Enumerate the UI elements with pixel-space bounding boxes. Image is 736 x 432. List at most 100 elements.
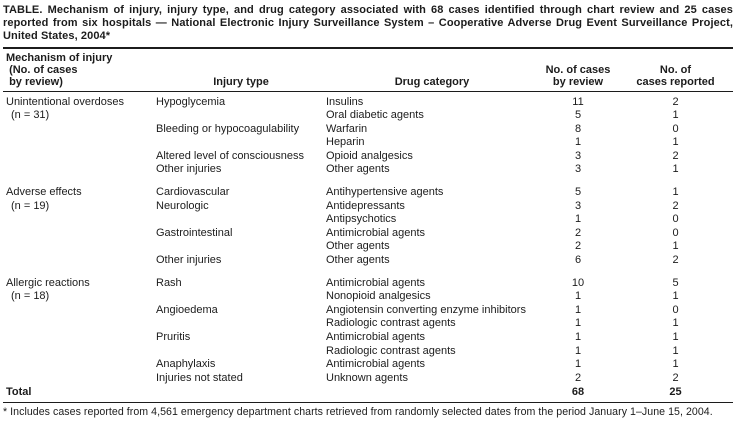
cell-cases-by-review: 2	[574, 371, 582, 384]
cell-injury-type: Cardiovascular	[156, 186, 230, 199]
col-header-injury-type: Injury type	[213, 76, 269, 89]
cell-cases-by-review: 2	[574, 240, 582, 253]
cell-cases-reported: 0	[672, 213, 679, 226]
cell-cases-by-review: 2	[574, 226, 582, 239]
cell-cases-by-review: 6	[574, 254, 582, 267]
table-row: Antipsychotics 1 0	[3, 213, 733, 227]
table-row: Other agents 2 1	[3, 240, 733, 254]
cell-cases-by-review: 1	[574, 344, 582, 357]
cell-cases-by-review: 1	[574, 358, 582, 371]
cell-cases-reported: 2	[672, 254, 679, 267]
cell-cases-reported: 1	[672, 109, 679, 122]
cell-mechanism	[6, 163, 156, 177]
cell-cases-by-review: 3	[574, 199, 582, 212]
cell-cases-reported: 1	[672, 344, 679, 357]
cell-cases-by-review: 3	[574, 149, 582, 162]
cell-cases-reported: 5	[672, 276, 679, 289]
table-row: Injuries not stated Unknown agents 2 2	[3, 372, 733, 386]
cell-injury-type: Other injuries	[156, 163, 222, 176]
table-row: Gastrointestinal Antimicrobial agents 2 …	[3, 227, 733, 241]
cell-drug-category: Antimicrobial agents	[326, 276, 426, 289]
table-row: Heparin 1 1	[3, 136, 733, 150]
cell-injury-type: Injuries not stated	[156, 371, 243, 384]
title-rule	[3, 46, 733, 49]
cell-cases-by-review: 1	[574, 290, 582, 303]
cell-injury-type	[156, 136, 326, 150]
table-row: Unintentional overdoses Hypoglycemia Ins…	[3, 96, 733, 110]
cell-cases-reported: 1	[672, 331, 679, 343]
cell-cases-by-review: 11	[572, 95, 584, 108]
table-row: Adverse effects Cardiovascular Antihyper…	[3, 186, 733, 200]
total-cases-reported: 25	[669, 386, 682, 399]
table-row: Allergic reactions Rash Antimicrobial ag…	[3, 277, 733, 291]
total-spacer-injury-type	[156, 386, 326, 400]
cell-cases-by-review: 5	[574, 109, 582, 122]
cell-cases-by-review: 10	[571, 276, 585, 289]
cell-cases-by-review: 5	[574, 186, 582, 199]
cell-injury-type	[156, 109, 326, 123]
cell-cases-reported: 0	[672, 122, 679, 135]
cell-injury-type: Anaphylaxis	[156, 358, 216, 371]
table-row: Anaphylaxis Antimicrobial agents 1 1	[3, 358, 733, 372]
cell-drug-category: Antidepressants	[326, 199, 405, 212]
table-body: Unintentional overdoses Hypoglycemia Ins…	[3, 92, 733, 386]
cell-mechanism	[6, 372, 156, 386]
cell-injury-type	[156, 213, 326, 227]
cell-drug-category: Antimicrobial agents	[326, 226, 426, 239]
cell-cases-by-review: 8	[574, 122, 582, 135]
cell-injury-type	[156, 290, 326, 304]
table-row: Other injuries Other agents 6 2	[3, 254, 733, 268]
table-row: Radiologic contrast agents 1 1	[3, 345, 733, 359]
cell-injury-type	[156, 240, 326, 254]
cell-drug-category: Antipsychotics	[326, 213, 397, 226]
cell-mechanism	[6, 240, 156, 254]
table-row: (n = 18) Nonopioid analgesics 1 1	[3, 290, 733, 304]
cell-cases-reported: 2	[672, 371, 679, 384]
cell-mechanism	[6, 304, 156, 318]
cell-mechanism	[6, 254, 156, 268]
cell-mechanism	[6, 227, 156, 241]
column-header-row: Mechanism of injury (No. of cases by rev…	[3, 49, 733, 91]
cell-drug-category: Other agents	[326, 163, 390, 176]
bottom-rule	[3, 401, 733, 403]
table-row: (n = 31) Oral diabetic agents 5 1	[3, 109, 733, 123]
cell-cases-reported: 1	[672, 163, 679, 176]
cell-injury-type: Other injuries	[156, 254, 222, 267]
total-cases-by-review: 68	[571, 386, 585, 399]
cell-cases-reported: 0	[672, 226, 679, 239]
cell-injury-type: Altered level of consciousness	[156, 149, 304, 162]
cell-mechanism	[6, 317, 156, 331]
cell-injury-type: Angioedema	[156, 303, 218, 316]
cell-drug-category: Nonopioid analgesics	[326, 290, 431, 303]
cell-mechanism: (n = 31)	[11, 109, 50, 122]
cell-mechanism	[6, 345, 156, 359]
cell-cases-by-review: 1	[574, 303, 582, 316]
cell-injury-type: Gastrointestinal	[156, 226, 233, 239]
cell-drug-category: Other agents	[326, 254, 390, 267]
cell-drug-category: Unknown agents	[326, 371, 408, 384]
cell-injury-type	[156, 317, 326, 331]
table-row: Bleeding or hypocoagulability Warfarin 8…	[3, 123, 733, 137]
table-row: (n = 19) Neurologic Antidepressants 3 2	[3, 200, 733, 214]
col-header-cases-by-review: No. of cases by review	[545, 63, 611, 89]
cell-cases-by-review: 3	[574, 163, 582, 176]
cell-cases-reported: 1	[672, 358, 679, 371]
cell-injury-type: Hypoglycemia	[156, 95, 226, 108]
cell-drug-category: Oral diabetic agents	[326, 109, 424, 122]
cell-cases-reported: 1	[672, 317, 679, 330]
cell-injury-type: Rash	[156, 276, 182, 289]
cell-drug-category: Antihypertensive agents	[326, 186, 444, 199]
total-spacer-drug-category	[326, 386, 538, 400]
total-label: Total	[6, 386, 32, 399]
col-header-drug-category: Drug category	[394, 76, 470, 89]
table-row: Pruritis Antimicrobial agents 1 1	[3, 331, 733, 345]
cell-cases-reported: 2	[672, 199, 679, 212]
cell-drug-category: Radiologic contrast agents	[326, 344, 456, 357]
cell-mechanism	[6, 123, 156, 137]
table-row: Altered level of consciousness Opioid an…	[3, 150, 733, 164]
table-row: Angioedema Angiotensin converting enzyme…	[3, 304, 733, 318]
cell-cases-by-review: 1	[574, 331, 582, 343]
cell-mechanism	[6, 150, 156, 164]
cell-drug-category: Warfarin	[326, 122, 368, 135]
header-rule	[3, 90, 733, 92]
